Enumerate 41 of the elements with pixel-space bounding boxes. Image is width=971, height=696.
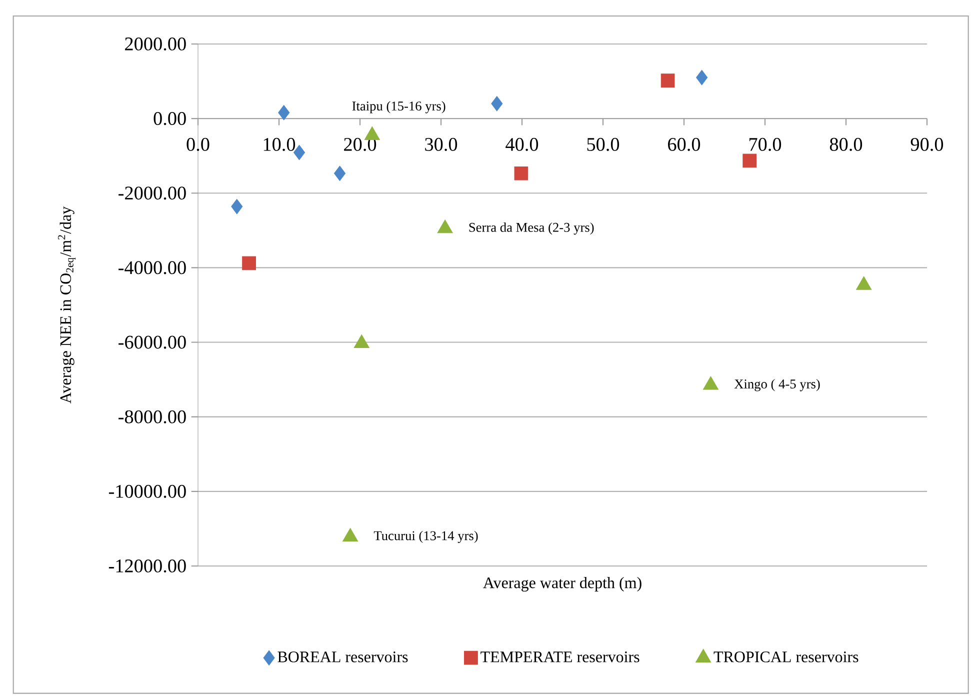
annotation: Serra da Mesa (2-3 yrs) (469, 222, 594, 235)
point (354, 334, 370, 348)
y-tick-label: -8000.00 (118, 410, 186, 424)
point (856, 276, 872, 290)
y-tick-label: 2000.00 (125, 37, 186, 51)
point (437, 220, 453, 234)
x-tick-label: 90.0 (910, 138, 944, 151)
x-tick-label: 10.0 (264, 138, 296, 151)
x-tick-label: 50.0 (587, 138, 620, 151)
x-tick-label: 30.0 (425, 138, 458, 151)
x-tick-label: 60.0 (668, 138, 700, 151)
annotation: Xingo ( 4-5 yrs) (734, 379, 820, 392)
point (278, 104, 290, 120)
y-tick-label: -4000.00 (118, 261, 186, 274)
point (342, 528, 358, 542)
y-tick-label: -12000.00 (108, 559, 186, 573)
annotation: Itaipu (15-16 yrs) (352, 101, 446, 114)
y-axis-title: Average NEE in CO$_{2eq}$/m$^{2}$/day (58, 206, 76, 404)
x-tick-label: 0.0 (186, 138, 210, 151)
x-tick-label: 40.0 (506, 138, 538, 151)
x-tick-label: 80.0 (830, 138, 862, 151)
y-tick-label: -10000.00 (108, 484, 186, 498)
y-tick-label: -2000.00 (118, 186, 186, 200)
point (491, 96, 503, 112)
point (293, 144, 306, 160)
point (660, 74, 675, 88)
legend-label: TROPICAL reservoirs (714, 652, 858, 662)
x-axis-title: Average water depth (m) (483, 576, 642, 592)
point (514, 166, 528, 180)
point (334, 166, 346, 181)
legend-label: TEMPERATE reservoirs (480, 652, 640, 662)
legend-label: BOREAL reservoirs (278, 652, 408, 662)
point (742, 154, 757, 168)
point (702, 376, 719, 390)
y-tick-label: 0.00 (154, 112, 186, 126)
point (231, 198, 243, 214)
point (242, 256, 256, 270)
x-tick-label: 70.0 (749, 138, 782, 151)
y-tick-label: -6000.00 (118, 336, 186, 349)
annotation: Tucurui (13-14 yrs) (374, 530, 478, 543)
point (696, 70, 708, 86)
